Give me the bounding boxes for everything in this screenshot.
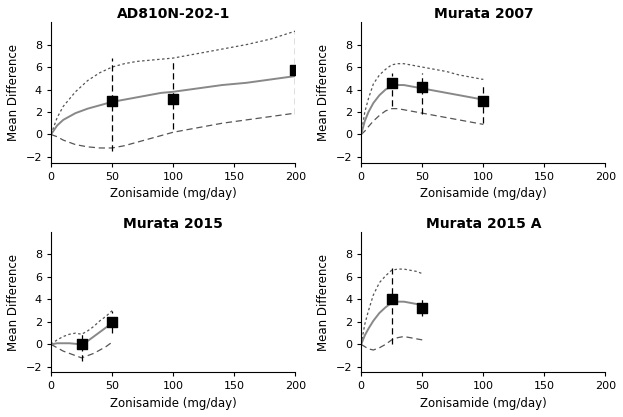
Title: Murata 2007: Murata 2007 [434,7,533,21]
Point [478,98,488,104]
X-axis label: Zonisamide (mg/day): Zonisamide (mg/day) [110,397,237,410]
Point [387,80,397,86]
Title: AD810N-202-1: AD810N-202-1 [117,7,230,21]
Title: Murata 2015 A: Murata 2015 A [426,217,541,231]
Y-axis label: Mean Difference: Mean Difference [317,44,330,141]
Point [290,67,300,74]
Point [77,341,87,348]
Point [417,84,427,90]
Title: Murata 2015: Murata 2015 [123,217,223,231]
Y-axis label: Mean Difference: Mean Difference [7,44,20,141]
Point [107,98,117,104]
Point [387,296,397,303]
X-axis label: Zonisamide (mg/day): Zonisamide (mg/day) [420,397,547,410]
X-axis label: Zonisamide (mg/day): Zonisamide (mg/day) [110,187,237,200]
Point [107,319,117,325]
Point [168,95,178,102]
Y-axis label: Mean Difference: Mean Difference [7,254,20,351]
Y-axis label: Mean Difference: Mean Difference [317,254,330,351]
X-axis label: Zonisamide (mg/day): Zonisamide (mg/day) [420,187,547,200]
Point [417,305,427,312]
